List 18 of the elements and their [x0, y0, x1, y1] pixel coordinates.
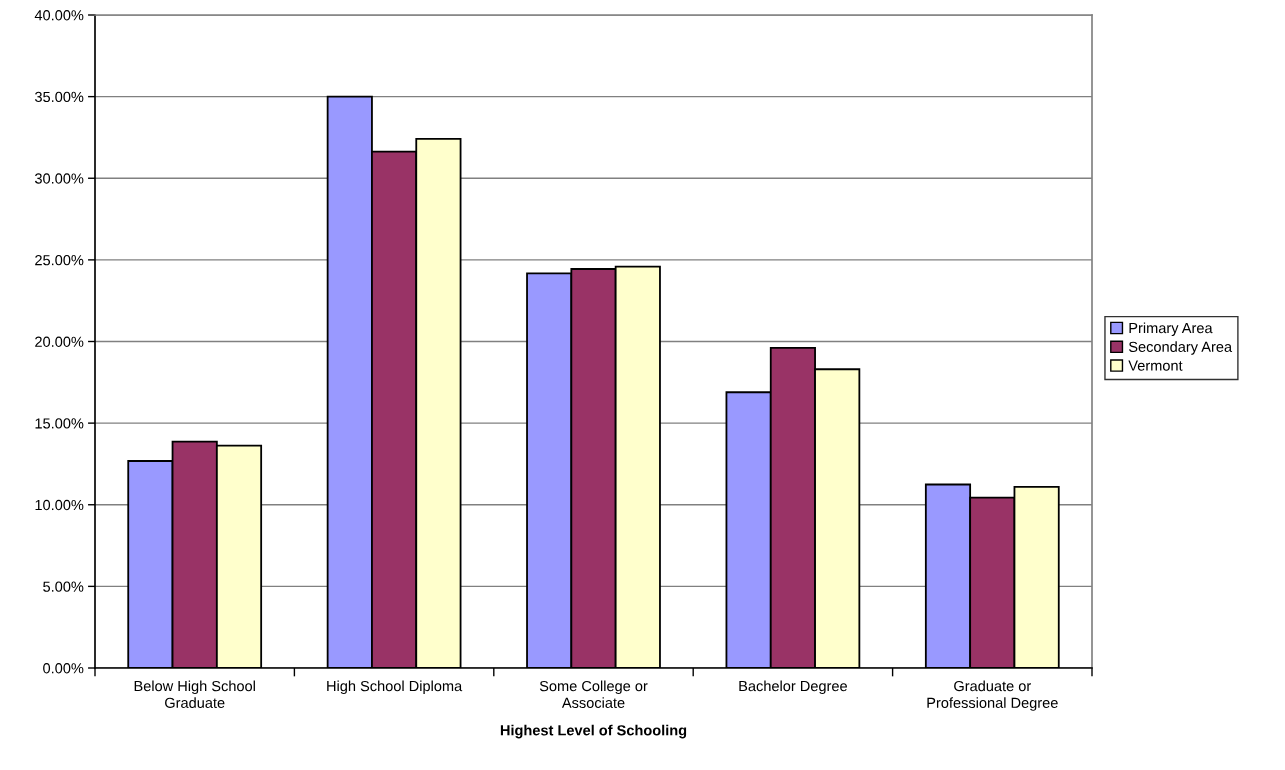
y-tick-label: 20.00%	[35, 336, 84, 347]
y-tick-label: 10.00%	[35, 499, 84, 511]
y-tick-label: 0.00%	[43, 663, 84, 674]
y-tick-label: 30.00%	[34, 173, 84, 184]
legend-label: Secondary Area	[1128, 341, 1233, 355]
y-tick-label: 35.00%	[34, 91, 84, 103]
y-tick-label: 25.00%	[35, 254, 84, 266]
legend-label: Primary Area	[1129, 322, 1213, 337]
y-tick-label: 40.00%	[34, 10, 84, 21]
legend-label: Vermont	[1128, 360, 1183, 371]
x-tick-label: Graduate or Professional Degree	[927, 680, 1058, 711]
x-tick-label: Some College or Associate	[539, 680, 648, 708]
x-tick-label: High School Diploma	[327, 680, 463, 695]
x-tick-label: Below High School Graduate	[134, 680, 255, 708]
x-axis-title: Highest Level of Schooling	[500, 724, 687, 739]
x-tick-label: Bachelor Degree	[739, 680, 847, 695]
y-tick-label: 5.00%	[43, 581, 84, 592]
y-tick-label: 15.00%	[35, 418, 84, 429]
